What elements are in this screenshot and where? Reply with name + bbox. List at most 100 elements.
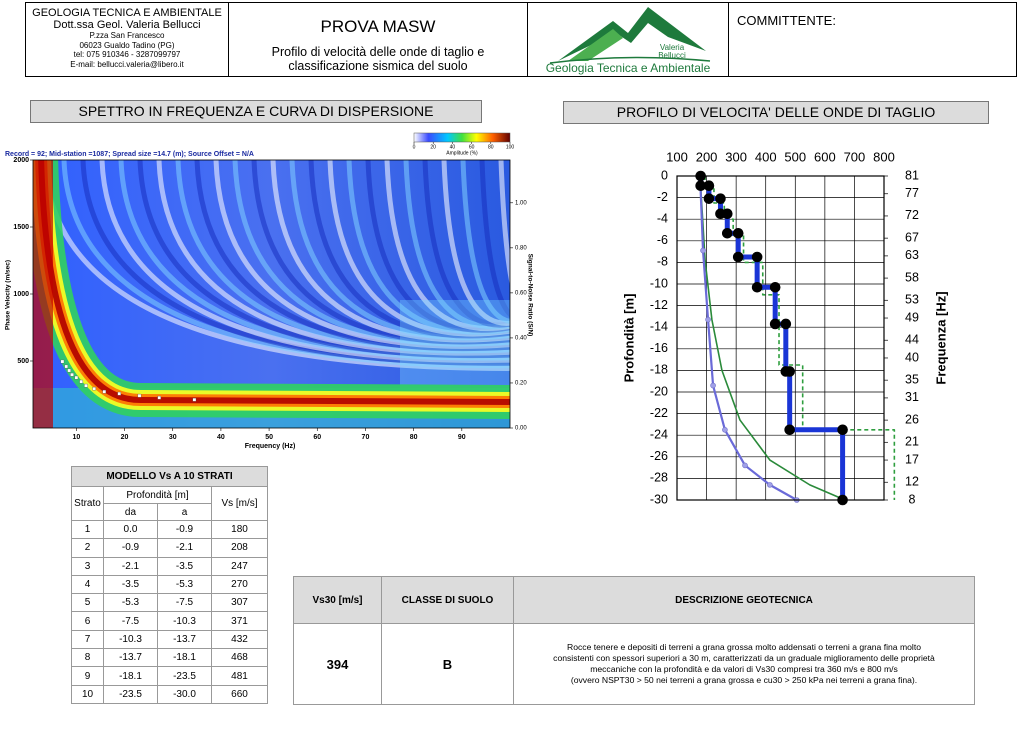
series-marker: [732, 227, 744, 239]
dispersion-point: [79, 379, 83, 384]
table-cell: -10.3: [103, 629, 158, 650]
classification-table: Vs30 [m/s] CLASSE DI SUOLO DESCRIZIONE G…: [293, 576, 975, 705]
heatmap-stripe: [441, 160, 510, 326]
y2-tick-label: 21: [905, 435, 919, 449]
heatmap-stripe: [384, 160, 510, 331]
table-cell: 270: [211, 574, 268, 595]
x-tick-label: 80: [410, 434, 418, 441]
table-cell: -2.1: [103, 556, 158, 576]
table-cell: 1: [71, 519, 104, 540]
table-cell: -23.5: [156, 666, 213, 686]
logo-swoosh: [549, 56, 711, 64]
logo-name: Bellucci: [658, 51, 686, 60]
table-cell: 9: [71, 666, 104, 686]
profile-title: PROFILO DI VELOCITA' DELLE ONDE DI TAGLI…: [563, 101, 989, 124]
x-tick-label: 90: [458, 434, 466, 441]
table-body: 1 0.0 -0.9 180 2 -0.9 -2.1 208 3 -2.1 -3.5 247 4 -3.5…: [71, 519, 268, 704]
doc-subtitle: classificazione sismica del suolo: [288, 59, 468, 73]
table-cell: -18.1: [156, 648, 213, 668]
dispersion-point: [60, 359, 65, 364]
x-tick-label: 400: [755, 149, 777, 164]
heatmap-stripe: [403, 160, 510, 330]
table-cell: -2.1: [156, 538, 213, 558]
y-tick-label: -4: [657, 211, 668, 225]
y-tick-label: -12: [650, 298, 668, 312]
series-marker: [705, 316, 711, 323]
series-line: [704, 176, 896, 500]
table-cell: -18.1: [103, 666, 158, 686]
x-tick-label: 50: [265, 434, 273, 441]
series-marker: [751, 251, 763, 263]
y2-tick-label: 0.00: [515, 426, 527, 432]
y2-tick-label: 0.40: [515, 335, 527, 341]
series-marker: [715, 193, 726, 204]
x-tick-label: 20: [121, 434, 129, 441]
series-marker: [721, 227, 733, 239]
dispersion-point: [84, 383, 88, 388]
series-marker: [767, 482, 773, 488]
dispersion-point: [64, 364, 68, 369]
colorbar-tick-label: 80: [488, 144, 494, 150]
header-cell: DESCRIZIONE GEOTECNICA: [513, 576, 975, 624]
table-cell: -5.3: [156, 574, 213, 595]
table-cell: 208: [211, 538, 268, 558]
series-marker: [784, 424, 795, 436]
header-logo: Valeria Bellucci Geologia Tecnica e Ambi…: [528, 3, 729, 76]
soil-class: B: [381, 623, 514, 705]
series-marker: [742, 462, 748, 469]
table-title: MODELLO Vs A 10 STRATI: [71, 466, 268, 487]
y2-tick-label: 58: [905, 270, 919, 284]
header-company: GEOLOGIA TECNICA E AMBIENTALE Dott.ssa G…: [26, 3, 229, 76]
header-cell: a: [156, 503, 213, 521]
header-cell: Profondità [m]: [103, 486, 212, 504]
company-name: GEOLOGIA TECNICA E AMBIENTALE: [32, 7, 222, 19]
table-cell: -7.5: [156, 593, 213, 613]
logo-mountain: [568, 29, 623, 61]
colorbar: [413, 132, 511, 143]
y-tick-label: -28: [650, 471, 668, 485]
dispersion-point: [74, 375, 79, 380]
heatmap-stripe: [422, 160, 510, 328]
y2-tick-label: 12: [905, 475, 919, 489]
table-cell: -13.7: [103, 648, 158, 668]
description-line: meccaniche con la profondità e da valori…: [590, 664, 898, 674]
table-row: 7 -10.3 -13.7 432: [71, 629, 268, 650]
heatmap-stripe: [498, 160, 510, 286]
y-axis-label: Profondità [m]: [621, 294, 636, 383]
table-cell: 5: [71, 593, 104, 613]
series-marker: [710, 382, 716, 389]
spectrum-title: SPETTRO IN FREQUENZA E CURVA DI DISPERSI…: [30, 100, 482, 123]
table-cell: 660: [211, 684, 268, 704]
colorbar-label: Amplitude (%): [446, 150, 478, 156]
table-cell: 7: [71, 629, 104, 650]
dispersion-point: [102, 389, 107, 394]
spectrum-subtitle: Record = 92; Mid-station =1087; Spread s…: [5, 151, 254, 158]
y2-tick-label: 0.60: [515, 290, 527, 296]
series-line: [698, 176, 846, 500]
x-tick-label: 600: [814, 149, 836, 164]
y-tick-label: 0: [661, 168, 668, 182]
table-cell: 2: [71, 538, 104, 558]
table-cell: -5.3: [103, 593, 158, 613]
y2-tick-label: 49: [905, 310, 919, 324]
table-cell: 0.0: [103, 519, 158, 540]
table-cell: 3: [71, 556, 104, 576]
series-marker: [703, 180, 715, 192]
y-tick-label: -10: [650, 276, 668, 290]
y2-axis-label: Signal-to-Noise Ratio (S/N): [526, 254, 533, 337]
header: GEOLOGIA TECNICA E AMBIENTALE Dott.ssa G…: [25, 2, 1017, 77]
series-marker: [751, 281, 763, 293]
table-cell: -13.7: [156, 629, 213, 650]
series-marker: [769, 318, 781, 330]
x-tick-label: 700: [844, 149, 866, 164]
client-box: COMMITTENTE:: [729, 3, 1016, 76]
table-cell: -0.9: [156, 519, 213, 540]
series-marker: [784, 366, 795, 377]
header-cell: Vs [m/s]: [211, 486, 268, 521]
y-axis-label: Phase Velocity (m/sec): [5, 260, 12, 330]
table-row: 1 0.0 -0.9 180: [71, 519, 268, 540]
table-cell: -3.5: [103, 574, 158, 595]
x-tick-label: 200: [696, 149, 718, 164]
